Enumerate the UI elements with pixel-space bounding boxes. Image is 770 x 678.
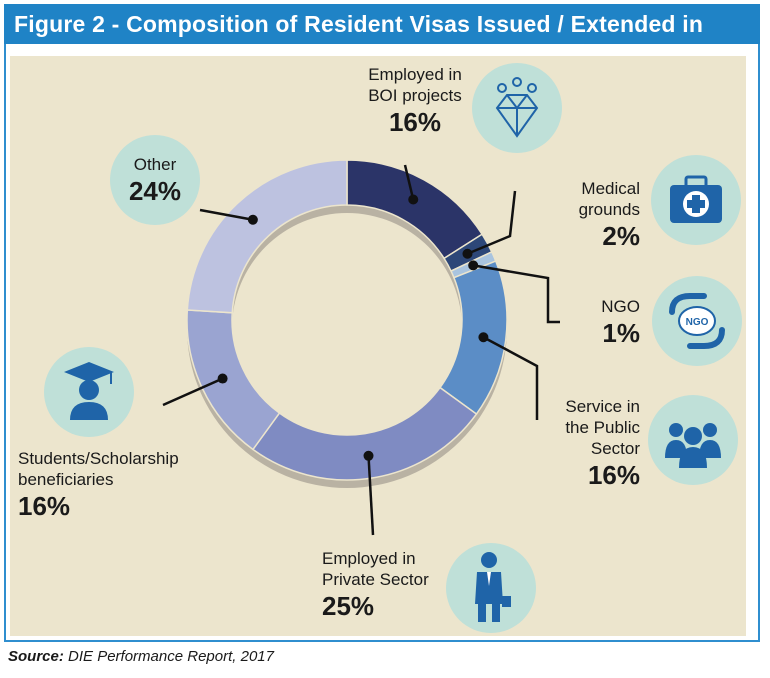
donut-slices — [186, 159, 508, 481]
source-note: Source: DIE Performance Report, 2017 — [8, 648, 274, 665]
source-label: Source: — [8, 648, 64, 665]
leader-dot-service-in-the-public-sector — [478, 332, 489, 343]
diamond-icon — [495, 77, 539, 138]
leader-lines — [162, 164, 560, 536]
ngo-badge-text: NGO — [686, 317, 709, 328]
leader-dot-employed-in-boi-projects — [408, 194, 419, 205]
label-other-pct: 24% — [128, 176, 182, 206]
first-aid-kit-icon — [670, 175, 722, 223]
group-icon — [665, 423, 721, 468]
label-medical-line1: Medical — [581, 179, 640, 198]
label-public-pct: 16% — [587, 460, 640, 490]
label-boi-pct: 16% — [388, 107, 442, 137]
label-public-line1: Service in — [565, 397, 640, 416]
leader-line-service-in-the-public-sector — [482, 336, 539, 420]
leader-dot-other — [247, 214, 258, 225]
label-public: Service in the Public Sector 16% — [530, 396, 640, 491]
label-students: Students/Scholarship beneficiaries 16% — [18, 448, 218, 522]
label-students-line1: Students/Scholarship — [18, 449, 179, 468]
label-other-name: Other — [133, 155, 177, 174]
slice-other — [186, 159, 348, 314]
label-boi-line1: Employed in — [368, 65, 462, 84]
label-boi-line2: BOI projects — [368, 86, 462, 105]
label-boi: Employed in BOI projects 16% — [350, 64, 480, 138]
label-private-line1: Employed in — [322, 549, 416, 568]
label-medical-line2: grounds — [578, 200, 640, 219]
leader-dot-ngo — [468, 260, 479, 271]
leader-line-ngo — [472, 264, 560, 324]
leader-line-students-scholarship-beneficiaries — [162, 377, 224, 407]
label-ngo-pct: 1% — [602, 318, 640, 348]
graduate-icon — [64, 362, 114, 420]
slice-service-in-the-public-sector — [438, 260, 508, 416]
leader-line-medical-grounds — [467, 190, 517, 255]
leader-dot-students-scholarship-beneficiaries — [217, 373, 228, 384]
leader-dot-medical-grounds — [462, 248, 473, 259]
label-medical: Medical grounds 2% — [540, 178, 640, 252]
leader-line-employed-in-boi-projects — [403, 164, 415, 200]
businessman-icon — [475, 552, 511, 622]
label-private-line2: Private Sector — [322, 570, 429, 589]
label-public-line3: Sector — [590, 439, 640, 458]
label-students-line2: beneficiaries — [18, 470, 114, 489]
label-ngo-name: NGO — [601, 297, 640, 316]
label-medical-pct: 2% — [602, 221, 640, 251]
label-private-pct: 25% — [322, 591, 375, 621]
slice-employed-in-private-sector — [251, 386, 478, 481]
label-students-pct: 16% — [18, 491, 71, 521]
other-label-circle — [110, 135, 200, 225]
slice-students-scholarship-beneficiaries — [186, 309, 281, 451]
leader-line-employed-in-private-sector — [367, 455, 375, 536]
ngo-hands-icon: NGO — [669, 293, 725, 349]
label-private: Employed in Private Sector 25% — [322, 548, 462, 622]
leader-dot-employed-in-private-sector — [363, 450, 374, 461]
label-public-line2: the Public — [565, 418, 640, 437]
label-ngo: NGO 1% — [560, 296, 640, 349]
icons: NGO — [44, 63, 742, 633]
label-other: Other 24% — [110, 154, 200, 207]
source-text: DIE Performance Report, 2017 — [68, 648, 274, 665]
leader-line-other — [199, 208, 254, 221]
